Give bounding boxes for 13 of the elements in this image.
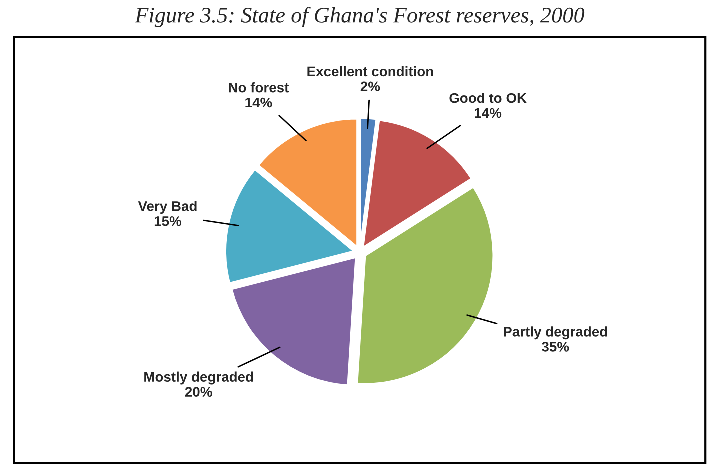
data-label: 2% xyxy=(360,82,380,92)
data-label: 14% xyxy=(475,108,502,118)
data-label: 14% xyxy=(246,98,272,108)
slice-label: Mostly degraded xyxy=(144,372,254,385)
data-label: 20% xyxy=(185,387,212,398)
data-label: 35% xyxy=(542,342,570,352)
slice-label: Partly degraded xyxy=(504,326,608,340)
slice-label: Excellent condition xyxy=(308,66,434,77)
slice-label: No forest xyxy=(229,82,290,93)
chart-title: Figure 3.5: State of Ghana's Forest reserves, 2000 xyxy=(135,7,585,28)
slice-label: Good to OK xyxy=(450,92,527,104)
slice-label: Very Bad xyxy=(138,201,197,214)
data-label: 15% xyxy=(154,216,182,226)
